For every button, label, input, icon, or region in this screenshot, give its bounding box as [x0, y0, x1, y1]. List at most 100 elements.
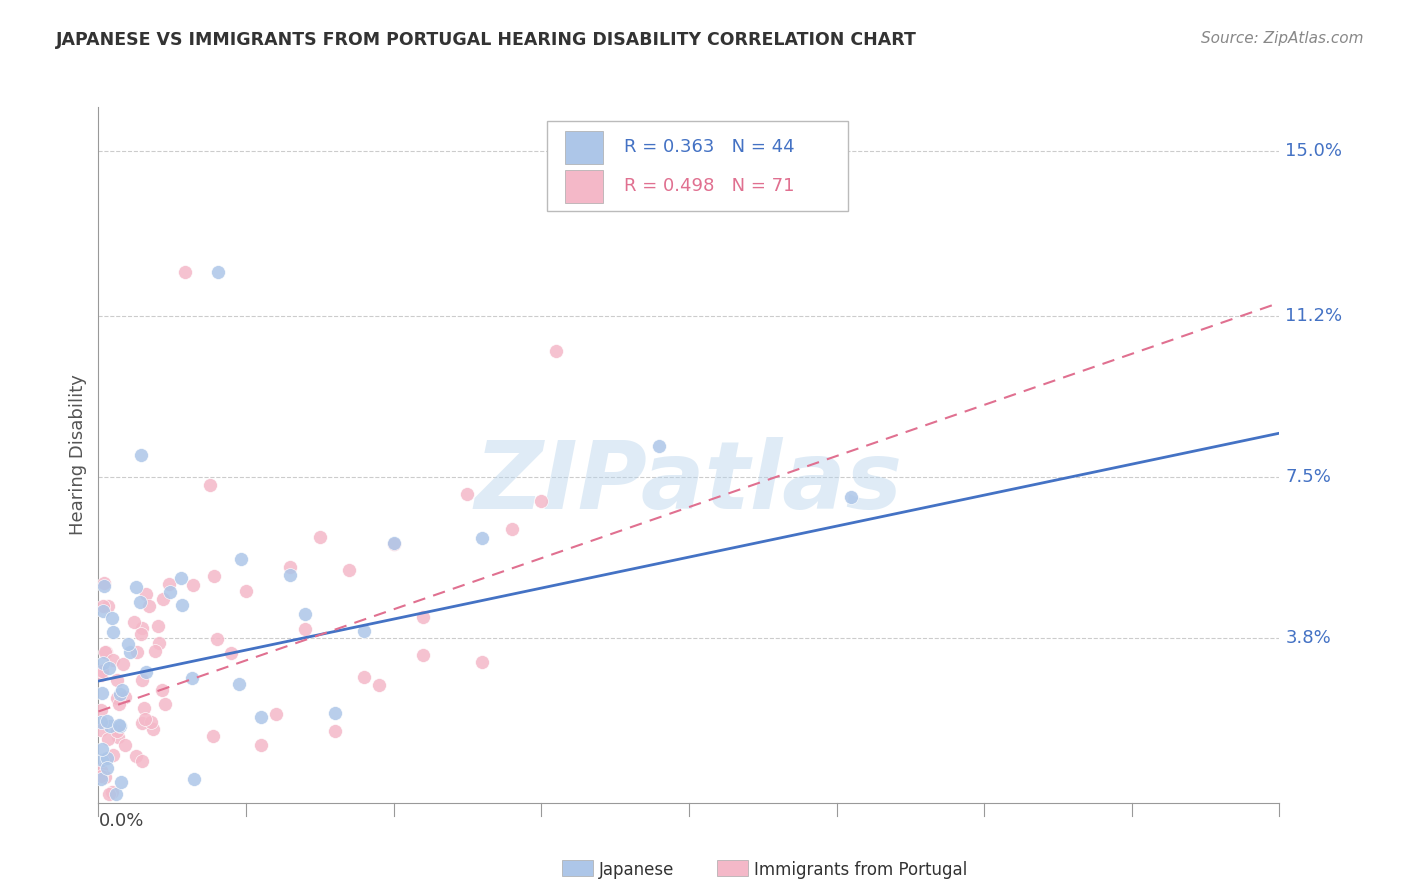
Text: JAPANESE VS IMMIGRANTS FROM PORTUGAL HEARING DISABILITY CORRELATION CHART: JAPANESE VS IMMIGRANTS FROM PORTUGAL HEA… [56, 31, 917, 49]
Point [90, 723, 112, 737]
Point [544, 343, 567, 358]
Point [131, 621, 153, 635]
Point [264, 707, 287, 722]
Point [323, 724, 346, 739]
Point [90, 664, 112, 678]
Point [90, 668, 112, 682]
Point [108, 719, 131, 733]
Point [648, 439, 671, 453]
Point [90, 703, 112, 717]
Point [91, 753, 114, 767]
Point [104, 787, 127, 801]
Text: 3.8%: 3.8% [1285, 629, 1331, 647]
Text: R = 0.363   N = 44: R = 0.363 N = 44 [624, 138, 794, 156]
Point [294, 622, 316, 636]
FancyBboxPatch shape [547, 121, 848, 211]
Point [103, 748, 125, 763]
Point [353, 669, 375, 683]
Point [96, 599, 118, 613]
Point [207, 265, 229, 279]
Point [96, 751, 118, 765]
Text: Source: ZipAtlas.com: Source: ZipAtlas.com [1201, 31, 1364, 46]
Point [501, 522, 523, 536]
Point [159, 585, 181, 599]
Point [250, 710, 273, 724]
Point [94, 770, 117, 784]
Point [90, 772, 112, 787]
Point [142, 722, 165, 736]
Text: Immigrants from Portugal: Immigrants from Portugal [754, 861, 967, 879]
Point [139, 714, 162, 729]
Point [122, 615, 145, 629]
Point [105, 673, 128, 687]
Point [111, 657, 134, 671]
Point [228, 676, 250, 690]
Point [114, 690, 136, 704]
Point [201, 729, 224, 743]
Point [150, 683, 173, 698]
Point [456, 487, 478, 501]
Point [138, 599, 160, 613]
Point [278, 560, 302, 574]
Point [125, 748, 148, 763]
Point [98, 719, 121, 733]
Point [90, 763, 112, 777]
Point [90, 715, 112, 730]
Text: Japanese: Japanese [599, 861, 675, 879]
Point [412, 648, 434, 662]
Point [91, 742, 114, 756]
Point [353, 624, 375, 639]
Point [101, 610, 124, 624]
Text: 7.5%: 7.5% [1285, 467, 1331, 485]
Point [155, 697, 177, 711]
Point [91, 599, 114, 613]
Point [96, 714, 118, 729]
Point [530, 494, 553, 508]
Point [108, 688, 131, 702]
Point [309, 530, 332, 544]
Point [107, 724, 129, 739]
Point [839, 490, 862, 504]
Point [219, 646, 242, 660]
Text: 15.0%: 15.0% [1285, 142, 1343, 160]
Bar [565, 131, 603, 164]
Point [132, 700, 155, 714]
Point [93, 576, 115, 591]
Point [278, 568, 302, 582]
Point [337, 563, 360, 577]
Text: ZIPatlas: ZIPatlas [475, 437, 903, 529]
Point [93, 579, 115, 593]
Point [323, 706, 346, 720]
Point [471, 531, 494, 545]
Point [96, 761, 118, 775]
Y-axis label: Hearing Disability: Hearing Disability [69, 375, 87, 535]
Point [231, 551, 253, 566]
Point [128, 595, 150, 609]
Point [103, 653, 125, 667]
Point [382, 537, 405, 551]
Point [131, 716, 153, 731]
Point [180, 671, 202, 685]
Point [105, 690, 128, 705]
Point [148, 635, 170, 649]
Point [101, 784, 124, 798]
Point [125, 580, 148, 594]
Text: R = 0.498   N = 71: R = 0.498 N = 71 [624, 178, 794, 195]
Point [117, 637, 139, 651]
Point [170, 571, 193, 585]
Point [111, 683, 134, 698]
Bar [565, 169, 603, 203]
Point [101, 625, 124, 640]
Point [134, 713, 156, 727]
Point [181, 578, 204, 592]
Point [135, 587, 157, 601]
Point [170, 598, 193, 612]
Point [97, 787, 120, 801]
Point [200, 478, 222, 492]
Text: 11.2%: 11.2% [1285, 307, 1343, 325]
Point [135, 665, 157, 679]
Point [108, 697, 131, 711]
Point [157, 577, 180, 591]
Text: 0.0%: 0.0% [98, 812, 143, 830]
Point [131, 755, 153, 769]
